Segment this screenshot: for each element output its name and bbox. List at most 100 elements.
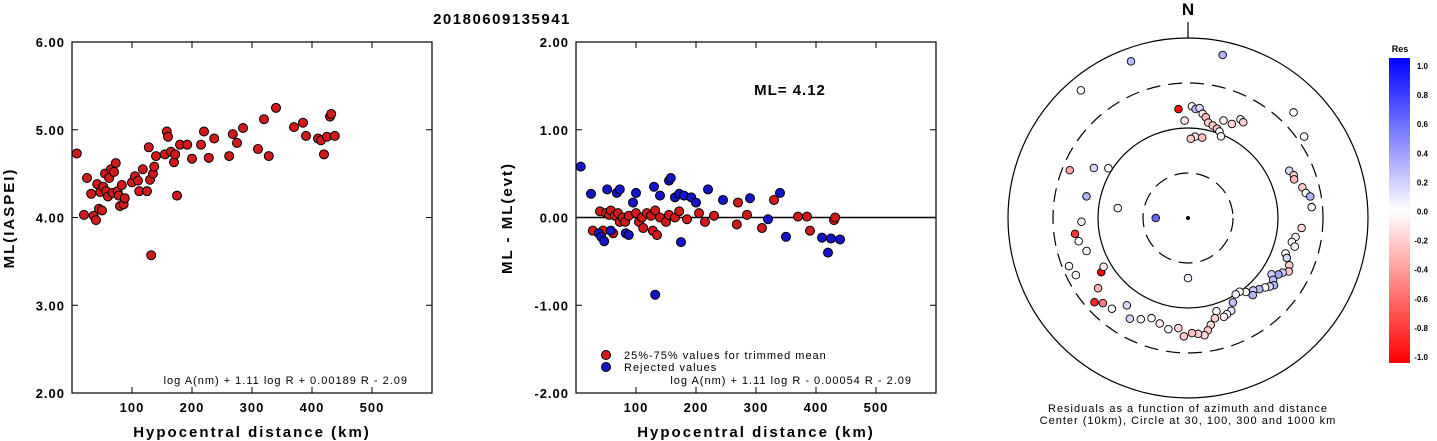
middle-data-point: [602, 184, 613, 195]
left-points: [71, 102, 340, 261]
polar-station-point: [1104, 163, 1113, 173]
polar-station-point: [1231, 290, 1240, 299]
polar-station-point: [1186, 134, 1196, 144]
left-data-point: [224, 151, 235, 162]
middle-chart: -2.00 -1.00 0.00 1.00 2.00 100 200 300 400 500 M…: [499, 35, 937, 441]
left-data-point: [187, 153, 197, 164]
polar-station-point: [1082, 192, 1091, 201]
left-data-point: [116, 180, 127, 191]
middle-x-tick-label: 400: [804, 400, 829, 415]
left-data-point: [119, 193, 130, 204]
left-data-point: [301, 130, 311, 141]
left-data-point: [86, 188, 97, 199]
polar-station-point: [1187, 328, 1197, 338]
left-x-tick-label: 200: [180, 400, 205, 415]
colorbar-label: 0.2: [1417, 178, 1429, 187]
left-plot-frame: [71, 41, 433, 394]
left-data-point: [326, 108, 337, 119]
left-data-point: [298, 117, 308, 128]
polar-station-point: [1248, 290, 1258, 300]
event-id-title: 20180609135941: [433, 11, 571, 28]
polar-station-point: [1164, 324, 1173, 334]
polar-station-point: [1151, 213, 1160, 223]
middle-data-point: [614, 184, 625, 195]
left-data-point: [271, 102, 281, 113]
left-data-point: [238, 122, 248, 133]
middle-data-point: [652, 230, 662, 241]
left-data-point: [253, 144, 263, 155]
polar-station-point: [1180, 116, 1189, 125]
middle-data-point: [700, 216, 710, 227]
colorbar-title: Res: [1392, 44, 1409, 54]
middle-points: [575, 161, 845, 300]
middle-data-point: [826, 233, 836, 244]
polar-station-point: [1197, 133, 1207, 142]
polar-station-point: [1089, 163, 1099, 173]
ring-300km: [1052, 82, 1324, 354]
polar-station-point: [1082, 246, 1091, 256]
middle-data-point: [709, 210, 719, 221]
polar-station-point: [1218, 50, 1227, 60]
polar-station-point: [1219, 312, 1229, 322]
polar-station-point: [1093, 283, 1103, 293]
middle-data-point: [830, 212, 841, 223]
middle-data-point: [835, 234, 845, 245]
polar-station-point: [1076, 86, 1086, 95]
middle-data-point: [733, 197, 743, 208]
middle-data-point: [586, 188, 596, 199]
middle-x-tick-label: 100: [624, 400, 649, 415]
left-data-point: [263, 151, 274, 162]
left-data-point: [142, 186, 152, 197]
left-data-point: [289, 122, 299, 133]
ring-1000km: [1007, 37, 1369, 399]
colorbar-label: 0.6: [1417, 120, 1429, 129]
legend-rejected-marker: [601, 362, 611, 372]
middle-y-tick-label: 2.00: [540, 35, 569, 50]
epicenter-dot: [1186, 216, 1190, 220]
left-data-point: [209, 133, 220, 144]
colorbar-label: -0.8: [1414, 324, 1428, 333]
middle-data-point: [817, 232, 827, 243]
colorbar-gradient: [1389, 58, 1410, 363]
colorbar-label: 0.8: [1417, 91, 1429, 100]
colorbar-label: -1.0: [1414, 353, 1428, 362]
ml-annotation: ML= 4.12: [754, 82, 826, 99]
polar-station-point: [1113, 203, 1123, 213]
left-data-point: [133, 175, 143, 186]
middle-data-point: [623, 230, 634, 241]
left-formula: log A(nm) + 1.11 log R + 0.00189 R - 2.0…: [164, 375, 408, 387]
middle-formula: log A(nm) + 1.11 log R - 0.00054 R - 2.0…: [670, 375, 912, 387]
polar-station-point: [1289, 175, 1299, 184]
colorbar-label: -0.4: [1414, 266, 1428, 275]
middle-data-point: [650, 289, 661, 300]
left-x-tick-label: 500: [360, 400, 385, 415]
polar-station-point: [1065, 165, 1075, 175]
left-data-point: [143, 142, 154, 153]
polar-station-point: [1289, 108, 1298, 117]
polar-station-point: [1290, 242, 1299, 251]
polar-station-point: [1305, 192, 1315, 201]
middle-data-point: [703, 184, 713, 195]
middle-x-tick-label: 500: [864, 400, 889, 415]
left-data-point: [91, 215, 101, 226]
middle-data-point: [674, 206, 685, 217]
polar-station-point: [1179, 332, 1189, 341]
left-y-tick-label: 4.00: [36, 211, 65, 226]
polar-station-point: [1098, 298, 1108, 308]
middle-y-tick-label: 1.00: [540, 123, 569, 138]
colorbar-label: 0.4: [1417, 149, 1429, 158]
polar-station-point: [1147, 313, 1156, 323]
middle-data-point: [599, 236, 610, 247]
polar-station-point: [1077, 217, 1086, 226]
left-y-tick-label: 3.00: [36, 298, 65, 313]
left-x-tick-label: 100: [120, 400, 145, 415]
left-data-point: [82, 173, 92, 184]
polar-station-point: [1183, 273, 1193, 283]
middle-data-point: [731, 219, 742, 230]
polar-station-point: [1299, 132, 1309, 141]
left-y-tick-label: 2.00: [36, 386, 65, 401]
polar-station-point: [1125, 314, 1135, 323]
polar-station-point: [1071, 270, 1081, 280]
polar-station-point: [1074, 236, 1083, 246]
